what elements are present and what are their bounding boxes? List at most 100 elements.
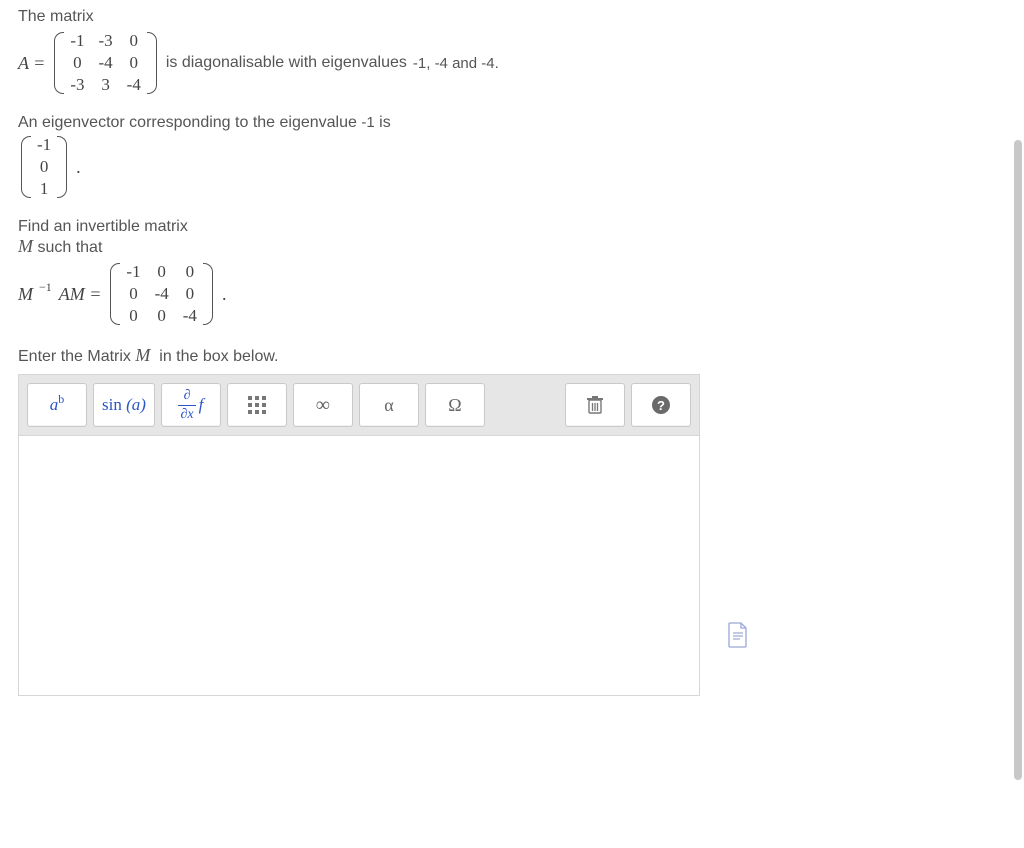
frac-num: ∂ [182, 389, 193, 403]
eigenvector-lead-row: An eigenvector corresponding to the eige… [18, 114, 1006, 132]
matrix-A-row: A = -1 -3 0 0 -4 0 -3 3 -4 [18, 28, 1006, 98]
infinity-button[interactable]: ∞ [293, 383, 353, 427]
lhs-M: M [18, 284, 33, 305]
text-the-matrix: The matrix [18, 8, 1006, 26]
table-row: 0 -4 0 [119, 283, 204, 305]
scrollbar[interactable] [1014, 140, 1022, 780]
cell: 0 [119, 283, 147, 305]
cell: -4 [120, 74, 148, 96]
function-button[interactable]: sin (a) [93, 383, 155, 427]
find-M-line2: M such that [18, 236, 1006, 257]
cell: 0 [148, 261, 176, 283]
equation-editor: ab sin (a) ∂ ∂x f ∞ [18, 374, 700, 696]
exp-neg1: −1 [39, 280, 52, 295]
eigenvalue-value: -1 [361, 114, 374, 131]
answer-input[interactable] [18, 436, 700, 696]
find-M-block: Find an invertible matrix M such that M−… [18, 218, 1006, 329]
omega-icon: Ω [448, 395, 461, 416]
matrix-button[interactable] [227, 383, 287, 427]
cell: 0 [176, 261, 204, 283]
lhs-A: A = [18, 53, 45, 74]
eigenvector-row: -1 0 1 . [18, 132, 1006, 202]
diag-eq-row: M −1 AM = -1 0 0 0 -4 0 0 [18, 259, 1006, 329]
alpha-icon: α [384, 395, 393, 416]
frac-f: f [199, 395, 204, 415]
cell: 0 [63, 52, 91, 74]
find-M-line1: Find an invertible matrix [18, 218, 1006, 236]
paren-right-icon [148, 30, 158, 96]
omega-button[interactable]: Ω [425, 383, 485, 427]
period: . [76, 157, 81, 178]
table-row: -1 -3 0 [63, 30, 148, 52]
grid-icon [248, 396, 266, 414]
table-row: 0 0 -4 [119, 305, 204, 327]
eigenvector-block: An eigenvector corresponding to the eige… [18, 114, 1006, 202]
cell: 0 [30, 156, 58, 178]
paren-left-icon [20, 134, 30, 200]
cell: 0 [119, 305, 147, 327]
enter-matrix-line: Enter the Matrix M in the box below. [18, 345, 1006, 366]
paren-left-icon [53, 30, 63, 96]
paren-right-icon [58, 134, 68, 200]
exponent-sup: b [58, 392, 64, 407]
infinity-icon: ∞ [316, 394, 330, 417]
derivative-button[interactable]: ∂ ∂x f [161, 383, 221, 427]
such-that: such that [37, 239, 102, 256]
cell: -4 [92, 52, 120, 74]
cell: -3 [63, 74, 91, 96]
scrollbar-thumb[interactable] [1014, 140, 1022, 780]
question-page: The matrix A = -1 -3 0 0 -4 0 -3 3 [0, 0, 1024, 848]
sin-label: sin [102, 395, 122, 415]
trash-icon [586, 395, 604, 415]
lhs-AM: AM = [59, 284, 102, 305]
frac-bar-icon [178, 405, 195, 406]
cell: 0 [176, 283, 204, 305]
cell: -4 [176, 305, 204, 327]
enter-post: in the box below. [159, 348, 278, 365]
exponent-base: a [50, 395, 59, 415]
fraction-icon: ∂ ∂x [178, 389, 195, 422]
cell: -4 [148, 283, 176, 305]
editor-toolbar: ab sin (a) ∂ ∂x f ∞ [18, 374, 700, 436]
enter-pre: Enter the Matrix [18, 348, 131, 365]
table-row: 0 [30, 156, 58, 178]
eigenvector-table: -1 0 1 [30, 134, 58, 200]
table-row: -3 3 -4 [63, 74, 148, 96]
cell: -1 [119, 261, 147, 283]
sin-arg: (a) [126, 395, 146, 415]
matrix-D: -1 0 0 0 -4 0 0 0 -4 [109, 261, 214, 327]
cell: 0 [120, 30, 148, 52]
table-row: -1 [30, 134, 58, 156]
paren-left-icon [109, 261, 119, 327]
text-eigenvalues: -1, -4 and -4. [413, 55, 499, 72]
matrix-D-table: -1 0 0 0 -4 0 0 0 -4 [119, 261, 204, 327]
help-icon: ? [651, 395, 671, 415]
cell: -3 [92, 30, 120, 52]
M-symbol: M [18, 236, 33, 256]
eigenvector-lead: An eigenvector corresponding to the eige… [18, 114, 357, 131]
cell: 0 [120, 52, 148, 74]
eigenvector-is: is [379, 114, 391, 131]
attachment-icon[interactable] [727, 622, 749, 648]
text-diagonalisable: is diagonalisable with eigenvalues [166, 54, 407, 72]
table-row: 1 [30, 178, 58, 200]
help-button[interactable]: ? [631, 383, 691, 427]
table-row: 0 -4 0 [63, 52, 148, 74]
cell: -1 [63, 30, 91, 52]
matrix-A-table: -1 -3 0 0 -4 0 -3 3 -4 [63, 30, 148, 96]
cell: -1 [30, 134, 58, 156]
cell: 1 [30, 178, 58, 200]
alpha-button[interactable]: α [359, 383, 419, 427]
table-row: -1 0 0 [119, 261, 204, 283]
matrix-A: -1 -3 0 0 -4 0 -3 3 -4 [53, 30, 158, 96]
exponent-button[interactable]: ab [27, 383, 87, 427]
clear-button[interactable] [565, 383, 625, 427]
frac-den: ∂x [178, 408, 195, 422]
paren-right-icon [204, 261, 214, 327]
eigenvector-vec: -1 0 1 [20, 134, 68, 200]
cell: 0 [148, 305, 176, 327]
svg-text:?: ? [657, 398, 665, 413]
cell: 3 [92, 74, 120, 96]
period: . [222, 284, 227, 305]
enter-M: M [135, 345, 150, 365]
